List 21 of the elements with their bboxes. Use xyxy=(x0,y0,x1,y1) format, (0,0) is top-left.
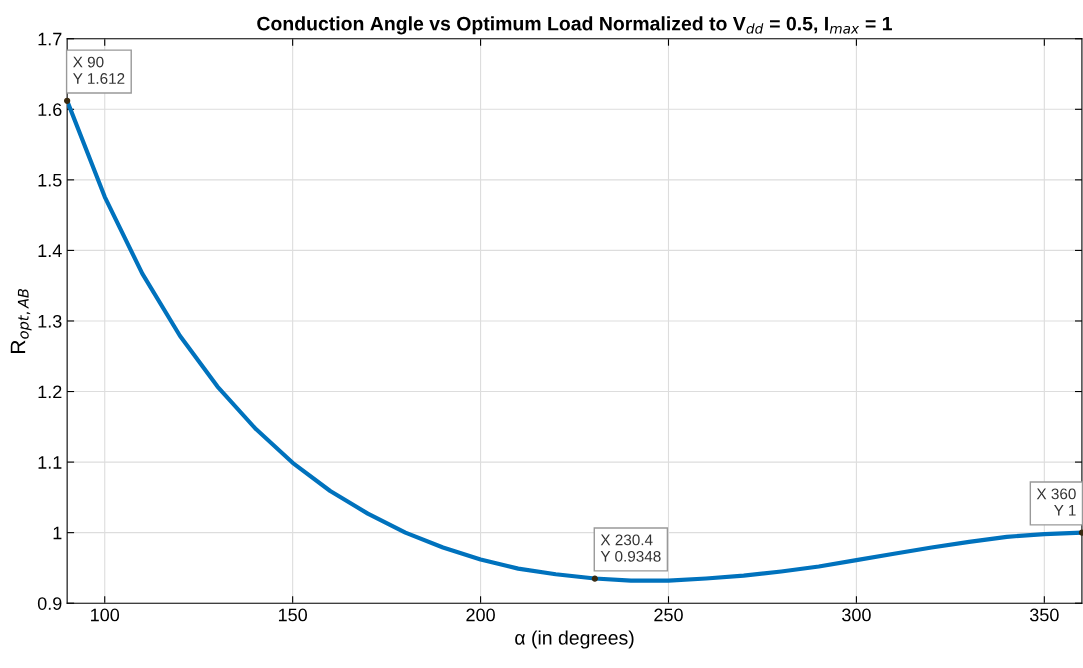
y-tick-label: 1.1 xyxy=(38,456,62,469)
x-axis-title: α (in degrees) xyxy=(515,630,634,649)
y-tick-label: 1.5 xyxy=(38,173,62,187)
annotation: X 230.4 Y 0.9348 xyxy=(600,534,661,562)
y-tick-label: 1.6 xyxy=(38,103,62,117)
y-tick-label: 1 xyxy=(53,526,62,540)
y-tick-label: 1.4 xyxy=(38,244,62,257)
x-tick-label: 300 xyxy=(842,608,871,622)
x-tick-label: 150 xyxy=(278,608,308,622)
y-tick-label: 1.3 xyxy=(38,314,62,328)
y-tick-label: 1.2 xyxy=(38,385,62,399)
x-tick-label: 100 xyxy=(91,608,120,622)
chart-title: Conduction Angle vs Optimum Load Normalized to V$_{dd}$ = 0.5, I$_{max}$ = 1 xyxy=(257,16,892,35)
y-tick-label: 0.9 xyxy=(37,597,62,610)
y-tick-label: 1.7 xyxy=(38,32,62,46)
annotation: X 360 Y 1 xyxy=(1036,488,1076,516)
x-tick-label: 250 xyxy=(654,608,683,622)
x-tick-label: 200 xyxy=(466,608,495,622)
y-axis-title: R$_{opt,AB}$ xyxy=(10,288,32,353)
x-tick-label: 350 xyxy=(1029,608,1059,622)
annotation: X 90 Y 1.612 xyxy=(73,56,125,84)
